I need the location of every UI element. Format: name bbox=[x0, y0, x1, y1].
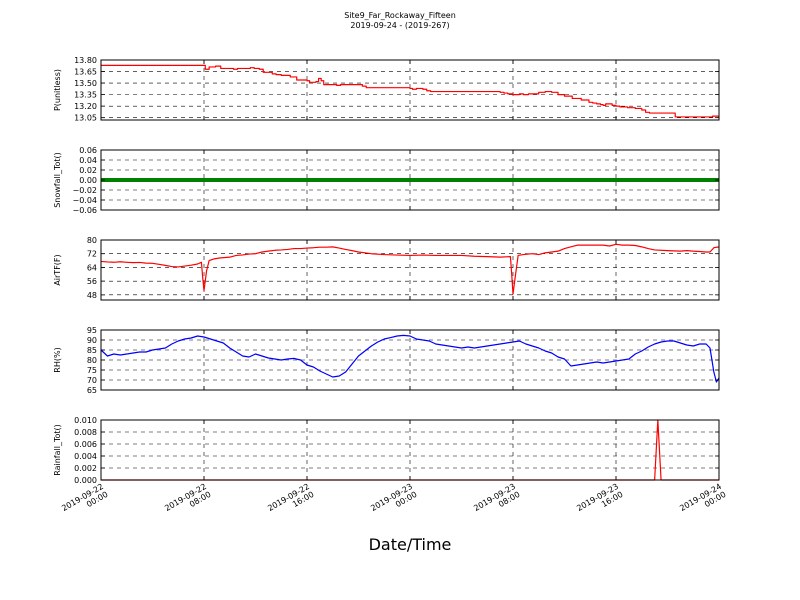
y-tick-label: 0.004 bbox=[74, 452, 97, 461]
y-axis-label: P(unitless) bbox=[53, 69, 62, 111]
y-tick-label: 85 bbox=[87, 346, 97, 355]
panels-group: 13.05 13.20 13.35 13.50 13.65 13.80 P(unitless… bbox=[53, 56, 720, 485]
y-tick-label: 0.008 bbox=[74, 428, 97, 437]
chart-title: Site9_Far_Rockaway_Fifteen bbox=[344, 11, 456, 20]
x-axis-label: Date/Time bbox=[369, 535, 452, 554]
y-tick-label: 13.05 bbox=[74, 114, 97, 123]
y-tick-label: 72 bbox=[87, 250, 97, 259]
y-tick-label: 80 bbox=[87, 236, 97, 245]
y-tick-label: 13.50 bbox=[74, 79, 97, 88]
y-tick-label: 80 bbox=[87, 356, 97, 365]
panel-2: 48 56 64 72 80 AirTF(F) bbox=[53, 236, 720, 301]
y-tick-label: 0.00 bbox=[79, 176, 97, 185]
y-tick-label: −0.04 bbox=[72, 196, 97, 205]
y-tick-label: 70 bbox=[87, 376, 97, 385]
y-tick-label: 90 bbox=[87, 336, 97, 345]
panel-0: 13.05 13.20 13.35 13.50 13.65 13.80 P(unitless… bbox=[53, 56, 720, 123]
y-tick-label: 95 bbox=[87, 326, 97, 335]
y-tick-label: 56 bbox=[87, 277, 97, 286]
y-tick-label: 0.002 bbox=[74, 464, 97, 473]
y-tick-label: 0.02 bbox=[79, 166, 97, 175]
y-tick-label: 48 bbox=[87, 291, 97, 300]
y-axis-label: Snowfall_Tot() bbox=[53, 152, 62, 208]
chart-subtitle: 2019-09-24 - (2019-267) bbox=[350, 21, 449, 30]
y-tick-label: 0.010 bbox=[74, 416, 97, 425]
y-tick-label: 0.04 bbox=[79, 156, 97, 165]
y-tick-label: 75 bbox=[87, 366, 97, 375]
y-tick-label: 0.06 bbox=[79, 146, 97, 155]
series-line-3 bbox=[100, 334, 720, 383]
panel-1: −0.06−0.04−0.020.000.020.040.06 Snowfall_… bbox=[53, 146, 720, 215]
y-tick-label: 64 bbox=[87, 263, 97, 272]
panel-4: 0.000 0.002 0.004 0.006 0.008 0.010 Rainfall_T… bbox=[53, 416, 720, 485]
y-tick-label: 65 bbox=[87, 386, 97, 395]
y-axis-label: AirTF(F) bbox=[53, 254, 62, 285]
y-tick-label: 13.35 bbox=[74, 91, 97, 100]
y-tick-label: 13.65 bbox=[74, 68, 97, 77]
series-line-2 bbox=[100, 243, 720, 295]
y-tick-label: 0.000 bbox=[74, 476, 97, 485]
series-line-0 bbox=[101, 64, 719, 118]
y-tick-label: 13.20 bbox=[74, 102, 97, 111]
y-tick-label: 0.006 bbox=[74, 440, 97, 449]
y-tick-label: −0.06 bbox=[72, 206, 97, 215]
y-tick-label: −0.02 bbox=[72, 186, 97, 195]
y-axis-label: RH(%) bbox=[53, 347, 62, 372]
y-axis-label: Rainfall_Tot() bbox=[53, 424, 62, 476]
y-tick-label: 13.80 bbox=[74, 56, 97, 65]
